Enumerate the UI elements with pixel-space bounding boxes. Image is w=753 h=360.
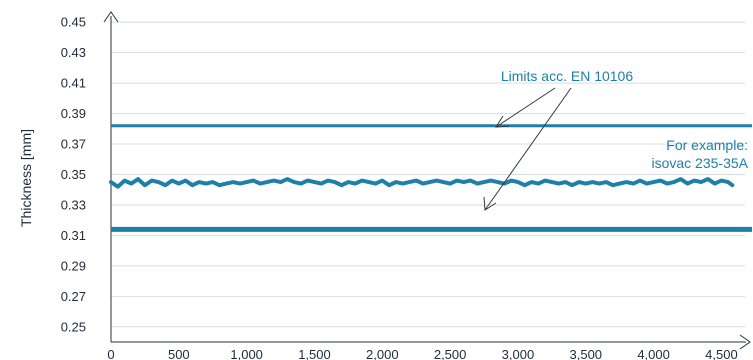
example-annotation-line1: For example: xyxy=(666,137,748,153)
limits-annotation: Limits acc. EN 10106 xyxy=(501,68,633,84)
x-tick-label: 4,000 xyxy=(637,347,670,360)
x-axis-arrowhead xyxy=(739,334,751,350)
thickness-series-line xyxy=(109,177,735,189)
y-tick-label: 0.39 xyxy=(61,106,86,121)
example-annotation-line2: isovac 235-35A xyxy=(651,155,748,171)
arrow-to-upper-limit-head xyxy=(495,115,510,128)
grid-lines xyxy=(111,21,745,328)
y-axis-arrowhead xyxy=(103,11,119,23)
arrow-to-upper-limit xyxy=(495,87,556,128)
y-tick-label: 0.35 xyxy=(61,167,86,182)
y-tick-label: 0.43 xyxy=(61,45,86,60)
y-tick-label: 0.27 xyxy=(61,289,86,304)
y-tick-label: 0.25 xyxy=(61,319,86,334)
x-tick-label: 1,500 xyxy=(298,347,331,360)
y-tick-label: 0.41 xyxy=(61,76,86,91)
y-axis-title: Thickness [mm] xyxy=(18,129,34,227)
x-tick-label: 2,500 xyxy=(434,347,467,360)
x-tick-label: 0 xyxy=(107,347,114,360)
arrow-to-lower-limit-head xyxy=(483,196,497,211)
x-tick-label: 2,000 xyxy=(366,347,399,360)
y-tick-label: 0.31 xyxy=(61,228,86,243)
x-tick-label: 3,500 xyxy=(570,347,603,360)
x-tick-label: 4,500 xyxy=(705,347,738,360)
x-tick-label: 500 xyxy=(168,347,190,360)
x-tick-labels: 0 500 1,000 1,500 2,000 2,500 3,000 3,500 4,000 4… xyxy=(107,347,737,360)
y-tick-label: 0.33 xyxy=(61,197,86,212)
y-tick-label: 0.29 xyxy=(61,258,86,273)
x-tick-label: 1,000 xyxy=(230,347,263,360)
y-tick-label: 0.37 xyxy=(61,137,86,152)
annotation-arrows xyxy=(483,87,572,211)
arrow-to-lower-limit xyxy=(484,87,572,211)
y-tick-label: 0.45 xyxy=(61,15,86,30)
x-tick-label: 3,000 xyxy=(502,347,535,360)
y-tick-labels: 0.25 0.27 0.29 0.31 0.33 0.35 0.37 0.39 0.41 0.43… xyxy=(61,15,86,335)
